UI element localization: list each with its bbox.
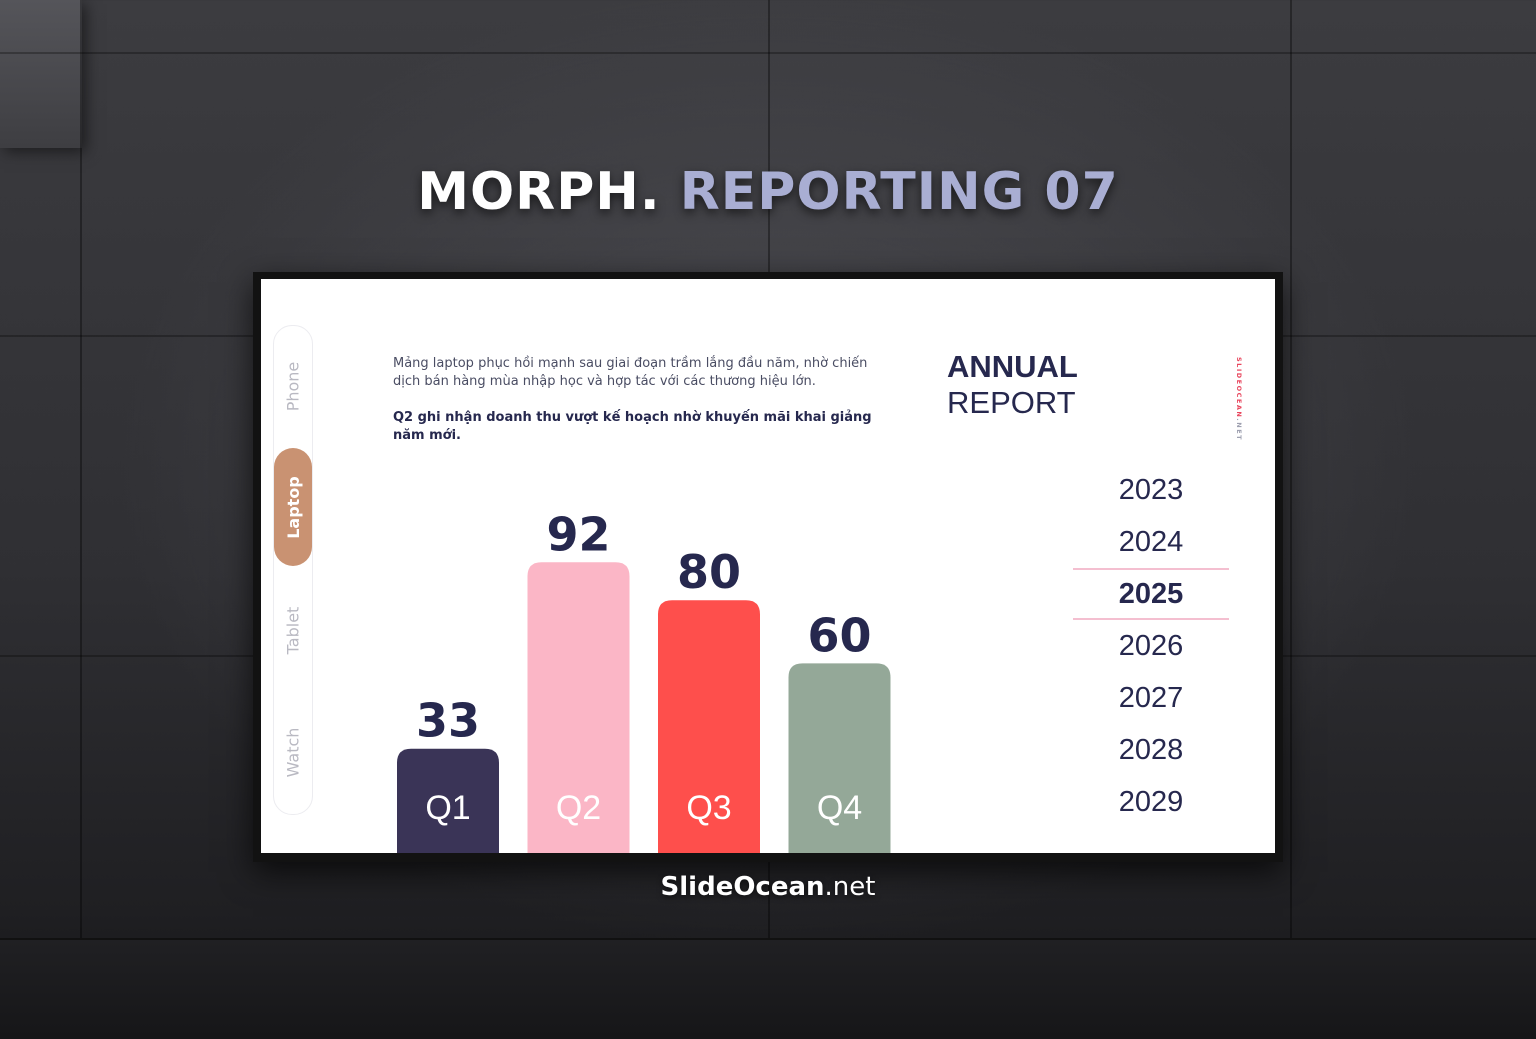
quarterly-bar-chart: 33 Q1 92 Q2 80 Q3 60 Q4: [397, 507, 891, 853]
report-title-bold: ANNUAL: [947, 349, 1078, 384]
description-text: Mảng laptop phục hồi mạnh sau giai đoạn …: [393, 356, 868, 389]
report-title: ANNUAL REPORT: [947, 349, 1207, 421]
footer-brand: SlideOcean.net: [0, 872, 1536, 902]
side-tag-brand: SLIDEOCEAN: [1235, 357, 1243, 419]
year-item[interactable]: 2027: [1118, 682, 1184, 714]
value-label: 80: [677, 545, 741, 599]
year-item[interactable]: 2028: [1118, 734, 1184, 766]
headline-main: MORPH.: [417, 162, 661, 222]
bar-q2: [527, 562, 630, 853]
side-tag-suffix: .NET: [1235, 418, 1243, 442]
side-brand-tag: SLIDEOCEAN.NET: [1235, 357, 1243, 447]
year-item-active[interactable]: 2025: [1073, 568, 1229, 620]
report-title-light: REPORT: [947, 385, 1076, 420]
footer-brand-name: SlideOcean: [660, 872, 825, 902]
category-label: Q2: [556, 789, 601, 827]
year-item[interactable]: 2024: [1118, 526, 1184, 558]
floor: [0, 938, 1536, 1039]
year-item[interactable]: 2029: [1118, 786, 1184, 818]
value-label: 92: [546, 507, 610, 561]
category-label: Q1: [425, 789, 470, 827]
bar-q1: [397, 748, 499, 853]
category-label: Q4: [817, 789, 862, 827]
wall-seam: [0, 52, 1536, 54]
wall-seam: [1290, 0, 1292, 940]
year-item[interactable]: 2026: [1118, 630, 1184, 662]
category-tabs: Phone Laptop Tablet Watch: [273, 325, 313, 815]
value-label: 33: [416, 694, 480, 748]
footer-brand-suffix: .net: [824, 872, 876, 902]
slide-screen: Phone Laptop Tablet Watch Mảng laptop ph…: [261, 279, 1275, 853]
headline-accent: REPORTING 07: [679, 162, 1119, 222]
ceiling-block: [0, 0, 82, 148]
year-selector: 2023 2024 2025 2026 2027 2028 2029: [1073, 464, 1229, 828]
tab-laptop[interactable]: Laptop: [274, 448, 312, 566]
wall-seam: [80, 0, 82, 940]
value-label: 60: [807, 608, 871, 662]
year-item[interactable]: 2023: [1118, 474, 1184, 506]
highlight-text: Q2 ghi nhận doanh thu vượt kế hoạch nhờ …: [393, 410, 872, 443]
page-headline: MORPH. REPORTING 07: [0, 162, 1536, 222]
category-label: Q3: [686, 789, 731, 827]
bar-q3: [658, 600, 760, 853]
bar-q4: [788, 663, 891, 853]
